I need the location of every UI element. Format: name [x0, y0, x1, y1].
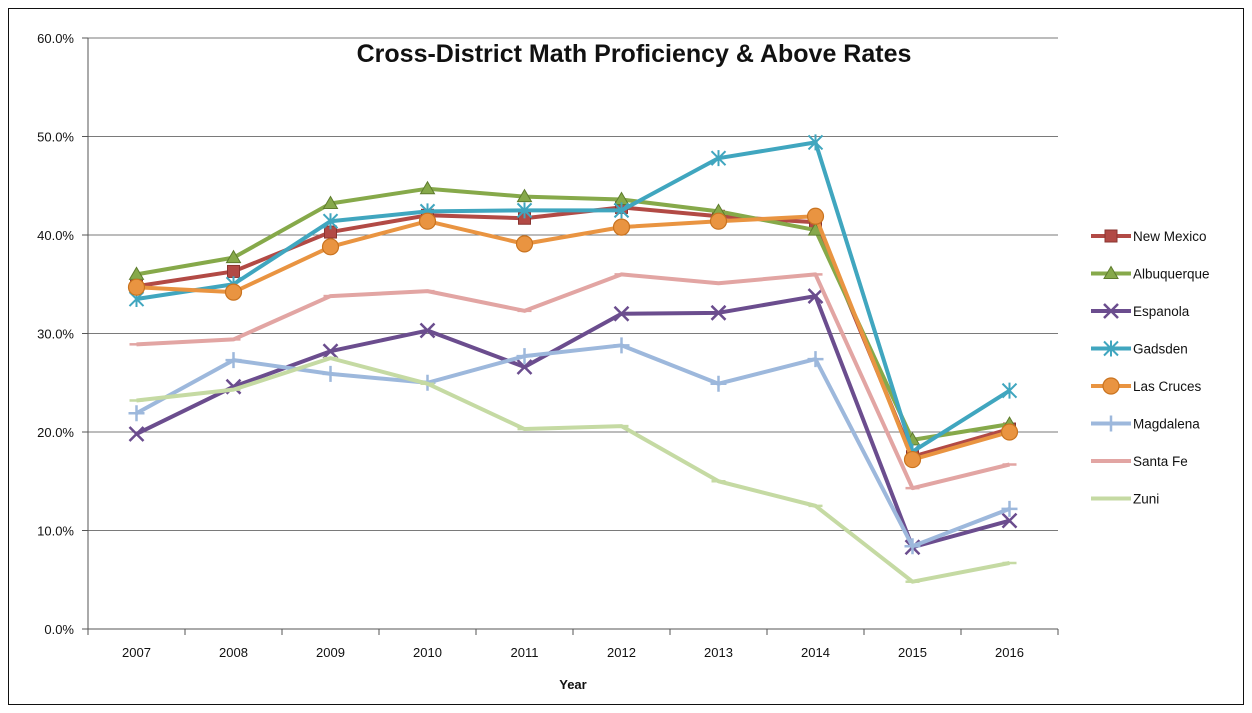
data-point [1103, 265, 1119, 279]
legend-item: Magdalena [1091, 415, 1200, 432]
x-tick-label: 2010 [413, 645, 442, 660]
y-tick-label: 0.0% [44, 622, 74, 637]
legend-item: New Mexico [1091, 229, 1207, 244]
x-tick-label: 2013 [704, 645, 733, 660]
legend-label: Las Cruces [1133, 379, 1202, 394]
data-point [710, 150, 727, 167]
x-tick-label: 2009 [316, 645, 345, 660]
x-axis-title: Year [559, 677, 586, 692]
data-point [225, 249, 242, 264]
legend-item: Gadsden [1091, 340, 1188, 357]
legend-label: Zuni [1133, 492, 1159, 507]
x-tick-label: 2011 [511, 645, 539, 660]
legend-item: Zuni [1091, 492, 1159, 507]
data-point [322, 195, 339, 209]
data-point [419, 322, 436, 339]
series-las-cruces [127, 207, 1019, 469]
data-point [903, 450, 922, 469]
y-tick-label: 10.0% [37, 524, 74, 539]
data-point [1103, 303, 1119, 319]
data-point [322, 343, 339, 360]
legend-label: Magdalena [1133, 417, 1200, 432]
data-point [516, 359, 533, 375]
series-line [136, 272, 1010, 491]
data-point [806, 207, 825, 225]
series-gadsden [128, 134, 1018, 460]
data-point [419, 180, 436, 195]
legend: New Mexico Albuquerque Espanola Gadsden Las … [1091, 229, 1210, 507]
series-line [136, 186, 1010, 442]
data-point [710, 375, 727, 392]
series-santa-fe [129, 272, 1017, 491]
x-tick-label: 2012 [607, 645, 636, 660]
data-point [516, 202, 533, 219]
data-point [225, 352, 242, 369]
data-point [418, 212, 437, 230]
data-point [613, 305, 630, 322]
data-point [807, 288, 824, 304]
series-lines [127, 134, 1019, 584]
x-tick-label: 2008 [219, 645, 248, 660]
data-point [321, 238, 340, 256]
data-point [613, 337, 630, 354]
data-point [1001, 382, 1018, 399]
series-line [136, 356, 1010, 584]
data-point [1000, 423, 1019, 441]
series-line [136, 140, 1011, 454]
data-point [613, 202, 630, 219]
data-point [516, 348, 533, 365]
data-point [710, 304, 727, 321]
legend-label: New Mexico [1133, 229, 1207, 244]
legend-label: Gadsden [1133, 342, 1188, 357]
legend-item: Santa Fe [1091, 454, 1188, 469]
series-zuni [129, 356, 1017, 584]
y-tick-label: 60.0% [37, 31, 74, 46]
chart-frame: 0.0% 10.0% 20.0% 30.0% 40.0% 50.0% 60.0% 2007 20… [8, 8, 1244, 705]
x-tick-label: 2014 [801, 645, 830, 660]
data-point [807, 134, 824, 151]
legend-item: Albuquerque [1091, 265, 1210, 282]
y-tick-label: 30.0% [37, 327, 74, 342]
line-chart: 0.0% 10.0% 20.0% 30.0% 40.0% 50.0% 60.0% 2007 20… [37, 31, 1210, 692]
legend-item: Las Cruces [1091, 377, 1202, 395]
data-point [612, 218, 631, 236]
data-point [1104, 229, 1118, 243]
x-tick-label: 2007 [122, 645, 151, 660]
data-point [128, 426, 145, 442]
y-tick-label: 40.0% [37, 228, 74, 243]
data-point [322, 213, 339, 230]
x-tick-label: 2016 [995, 645, 1024, 660]
y-tick-label: 20.0% [37, 425, 74, 440]
data-point [515, 235, 534, 253]
series-magdalena [128, 337, 1018, 555]
series-line [136, 214, 1011, 462]
data-point [224, 283, 243, 301]
data-point [128, 405, 145, 422]
legend-label: Albuquerque [1133, 267, 1210, 282]
y-tick-label: 50.0% [37, 130, 74, 145]
series-line [136, 205, 1011, 459]
data-point [807, 351, 824, 368]
data-point [322, 365, 339, 382]
data-point [709, 212, 728, 230]
data-point [1001, 500, 1018, 517]
data-point [1103, 415, 1119, 432]
x-tick-label: 2015 [898, 645, 927, 660]
series-line [135, 343, 1011, 549]
data-point [1102, 377, 1120, 395]
data-point [1103, 340, 1119, 357]
data-point [1001, 512, 1018, 529]
data-point [227, 264, 240, 278]
legend-label: Santa Fe [1133, 454, 1188, 469]
chart-title: Cross-District Math Proficiency & Above … [357, 40, 912, 68]
data-point [904, 538, 921, 555]
data-point [516, 188, 533, 203]
series-albuquerque [128, 180, 1018, 446]
legend-label: Espanola [1133, 304, 1190, 319]
data-point [127, 278, 146, 296]
legend-item: Espanola [1091, 303, 1190, 319]
axes: 0.0% 10.0% 20.0% 30.0% 40.0% 50.0% 60.0% 2007 20… [37, 31, 1059, 660]
